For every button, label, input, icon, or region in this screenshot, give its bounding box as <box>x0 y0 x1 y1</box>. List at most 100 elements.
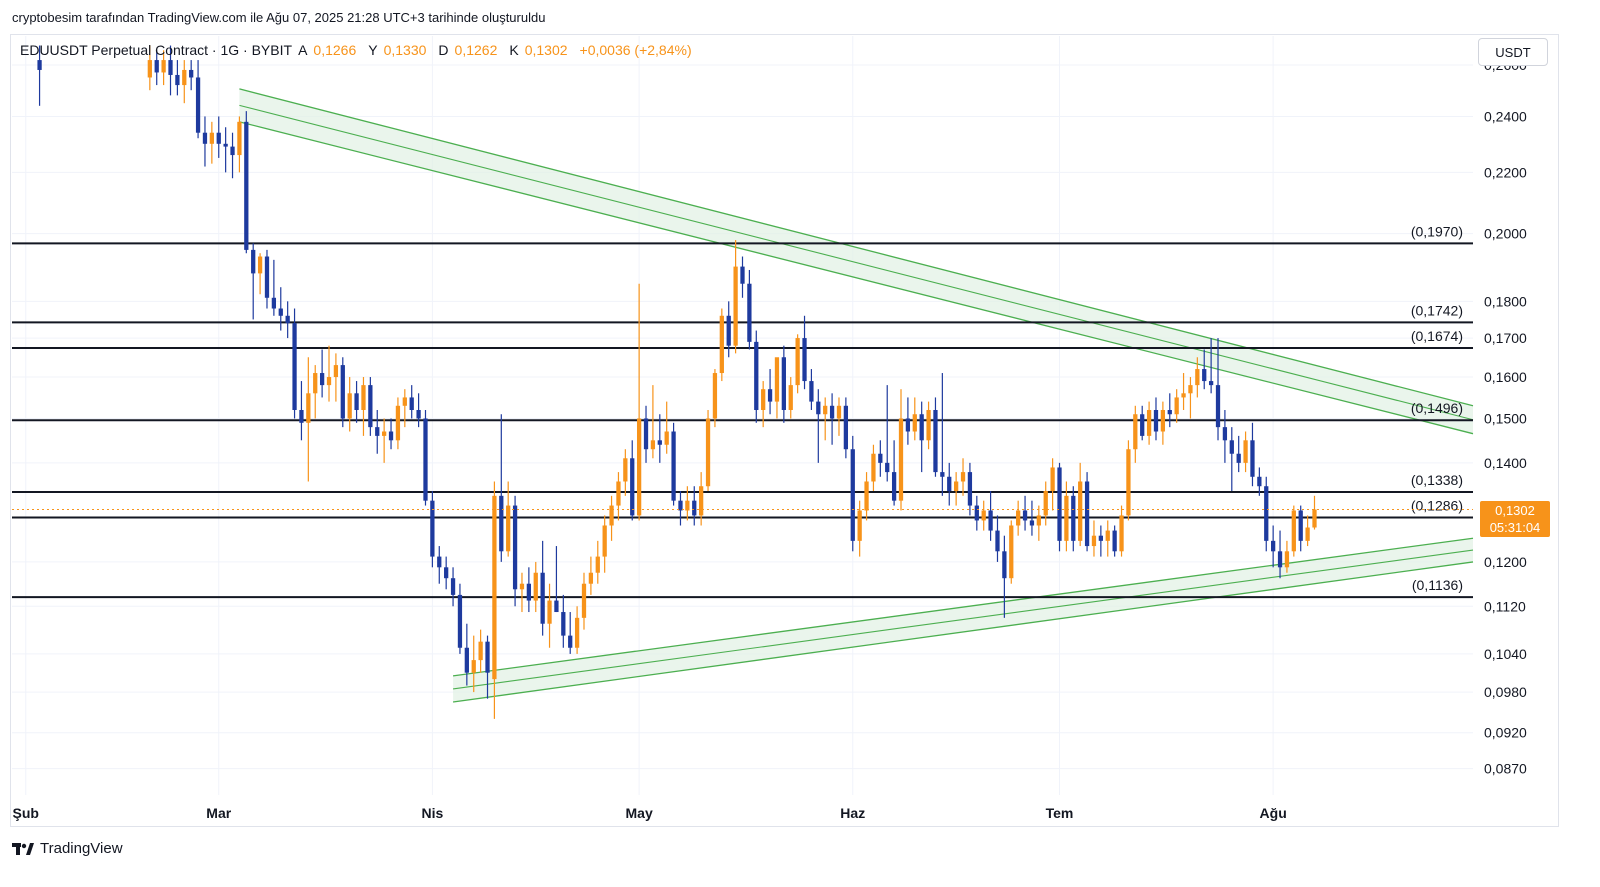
close-label: K <box>509 42 519 58</box>
bar-countdown: 05:31:04 <box>1489 520 1541 535</box>
candle-body <box>1312 509 1317 528</box>
candle-body <box>1084 481 1090 547</box>
candle-body <box>705 418 711 487</box>
candle-body <box>1078 481 1083 541</box>
symbol-title[interactable]: EDUUSDT Perpetual Contract · 1G · BYBIT <box>20 42 293 58</box>
candle-body <box>1119 515 1124 552</box>
candle-body <box>189 69 194 78</box>
candle-body <box>306 393 311 423</box>
candle-body <box>540 572 545 624</box>
candle-body <box>1305 527 1310 541</box>
candle-body <box>630 458 635 516</box>
candle-body <box>692 500 697 516</box>
candle-body <box>1277 551 1283 568</box>
candle-body <box>816 401 821 415</box>
candle-body <box>1188 385 1193 394</box>
upper-channel-outer-line <box>239 88 1474 407</box>
candle-body <box>740 266 745 284</box>
candle-body <box>333 365 339 378</box>
candle-body <box>836 405 842 419</box>
candle-body <box>954 481 959 492</box>
candle-body <box>1133 414 1138 450</box>
candle-body <box>285 315 290 324</box>
price-tick-label: 0,2200 <box>1484 164 1527 180</box>
candle-body <box>871 453 876 482</box>
currency-button[interactable]: USDT <box>1478 38 1548 66</box>
candle-body <box>1091 535 1097 547</box>
candle-body <box>581 583 587 618</box>
candle-body <box>823 405 828 415</box>
level-label: (0,1674) <box>1411 328 1463 344</box>
candle-body <box>554 600 559 613</box>
candle-body <box>712 373 718 419</box>
candle-body <box>237 121 242 156</box>
time-tick-label: Mar <box>206 805 231 821</box>
horizontal-levels: (0,1970) (0,1742) (0,1674) (0,1496) (0,1338)… <box>12 223 1473 599</box>
candles <box>37 45 1317 719</box>
candle-body <box>719 315 724 374</box>
candle-body <box>526 583 531 601</box>
candle-body <box>761 389 766 411</box>
candle-body <box>430 500 435 557</box>
candle-body <box>154 60 159 73</box>
candle-body <box>960 472 966 482</box>
candle-body <box>1229 440 1234 454</box>
upper-channel-fill <box>239 88 1474 434</box>
candle-body <box>271 297 277 309</box>
close-value: 0,1302 <box>524 42 568 58</box>
candle-body <box>499 495 504 552</box>
candle-body <box>947 476 952 492</box>
candle-body <box>1022 510 1028 521</box>
candle-body <box>926 410 931 441</box>
price-tick-label: 0,2000 <box>1484 226 1527 242</box>
candle-body <box>781 357 786 411</box>
candle-body <box>726 315 731 346</box>
candle-body <box>1291 510 1296 552</box>
candle-body <box>650 440 656 450</box>
candle-body <box>657 440 662 445</box>
price-tick-label: 0,1120 <box>1484 598 1526 614</box>
candle-body <box>444 567 449 579</box>
candle-body <box>450 578 456 595</box>
candle-body <box>223 143 228 147</box>
candle-body <box>492 495 497 680</box>
candle-body <box>1071 495 1076 541</box>
candle-body <box>595 556 600 573</box>
candle-body <box>919 414 924 441</box>
candle-body <box>602 525 607 557</box>
candle-body <box>1174 397 1179 415</box>
candle-body <box>395 405 401 441</box>
candle-body <box>940 472 945 477</box>
open-label: A <box>298 42 308 58</box>
candle-body <box>1105 530 1110 541</box>
candle-body <box>375 427 380 436</box>
channels <box>239 88 1474 703</box>
price-tick-label: 0,1500 <box>1484 411 1527 427</box>
candle-body <box>1043 491 1048 516</box>
chart-caption: cryptobesim tarafından TradingView.com i… <box>12 10 546 25</box>
candle-body <box>574 617 580 648</box>
time-axis: Şub Mar Nis May Haz Tem Ağu <box>13 805 1287 821</box>
candle-body <box>1057 467 1062 541</box>
candle-body <box>292 323 297 411</box>
candle-body <box>340 365 345 419</box>
candle-body <box>1098 535 1103 541</box>
tradingview-logo[interactable]: TradingView <box>12 840 123 857</box>
lower-channel-outer-line <box>452 537 1474 677</box>
candle-body <box>981 510 986 521</box>
candle-body <box>230 146 235 156</box>
level-label: (0,1496) <box>1411 400 1463 416</box>
candle-body <box>616 481 621 506</box>
price-tick-label: 0,1040 <box>1484 646 1527 662</box>
level-label: (0,1136) <box>1412 577 1463 593</box>
candle-body <box>843 405 849 450</box>
candle-body <box>175 74 180 86</box>
candle-body <box>1250 440 1255 477</box>
candle-body <box>643 418 649 450</box>
candle-body <box>319 373 325 386</box>
candle-body <box>251 249 256 274</box>
candle-body <box>1146 410 1152 436</box>
candle-body <box>623 458 628 482</box>
price-tick-label: 0,0870 <box>1484 761 1527 777</box>
